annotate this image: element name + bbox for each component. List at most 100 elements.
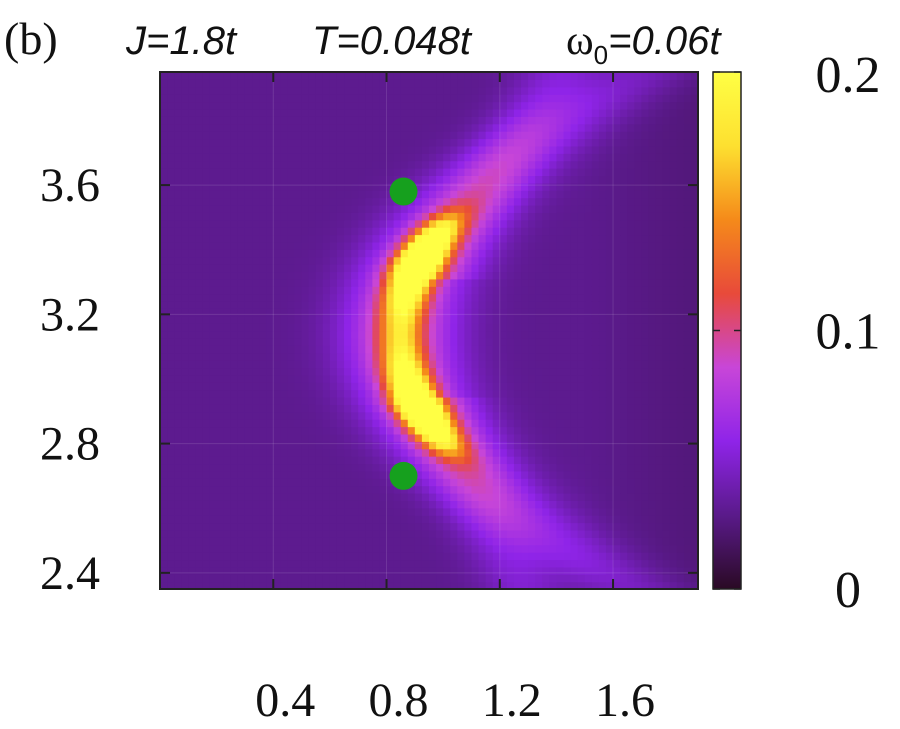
heatmap-cell	[641, 204, 650, 213]
heatmap-cell	[570, 419, 579, 428]
heatmap-cell	[641, 500, 650, 509]
heatmap-cell	[252, 264, 260, 273]
heatmap-cell	[181, 293, 189, 302]
heatmap-cell	[669, 227, 678, 236]
heatmap-cell	[188, 293, 196, 302]
heatmap-cell	[167, 441, 175, 450]
heatmap-cell	[358, 500, 366, 509]
heatmap-cell	[655, 345, 664, 354]
heatmap-cell	[351, 123, 359, 132]
heatmap-cell	[506, 566, 515, 575]
heatmap-cell	[499, 278, 508, 287]
heatmap-cell	[301, 204, 310, 213]
heatmap-cell	[421, 515, 430, 524]
heatmap-cell	[605, 360, 614, 369]
heatmap-cell	[230, 559, 239, 568]
heatmap-cell	[322, 300, 331, 309]
heatmap-cell	[160, 345, 168, 354]
heatmap-cell	[393, 574, 402, 583]
heatmap-cell	[308, 168, 317, 176]
heatmap-cell	[471, 249, 480, 258]
heatmap-cell	[492, 456, 501, 465]
heatmap-cell	[485, 293, 494, 302]
heatmap-cell	[414, 522, 423, 531]
heatmap-cell	[549, 108, 558, 117]
heatmap-cell	[167, 419, 175, 428]
heatmap-cell	[336, 448, 345, 457]
heatmap-cell	[669, 411, 678, 420]
heatmap-cell	[485, 389, 494, 398]
heatmap-cell	[252, 396, 260, 405]
heatmap-cell	[641, 463, 650, 472]
heatmap-cell	[662, 470, 671, 479]
heatmap-cell	[485, 300, 494, 309]
heatmap-cell	[542, 478, 550, 487]
heatmap-cell	[421, 382, 430, 391]
heatmap-cell	[570, 559, 579, 568]
heatmap-cell	[464, 153, 473, 162]
heatmap-cell	[244, 300, 253, 309]
heatmap-cell	[655, 426, 664, 435]
heatmap-cell	[400, 227, 409, 236]
heatmap-cell	[273, 367, 281, 376]
heatmap-cell	[662, 271, 671, 280]
heatmap-cell	[400, 116, 409, 125]
heatmap-cell	[506, 448, 515, 457]
heatmap-cell	[478, 552, 487, 561]
heatmap-cell	[613, 404, 621, 413]
heatmap-cell	[492, 522, 501, 531]
heatmap-cell	[379, 360, 388, 369]
heatmap-cell	[414, 271, 423, 280]
heatmap-cell	[443, 293, 451, 302]
heatmap-cell	[174, 131, 182, 140]
heatmap-cell	[421, 529, 430, 538]
heatmap-cell	[556, 337, 565, 346]
heatmap-cell	[160, 219, 168, 228]
heatmap-cell	[414, 323, 423, 332]
heatmap-cell	[627, 441, 635, 450]
heatmap-cell	[513, 271, 522, 280]
heatmap-cell	[549, 537, 558, 546]
heatmap-cell	[160, 315, 168, 324]
heatmap-cell	[351, 500, 359, 509]
heatmap-cell	[535, 175, 543, 184]
heatmap-cell	[308, 456, 317, 465]
heatmap-cell	[259, 323, 267, 332]
heatmap-cell	[400, 300, 409, 309]
heatmap-cell	[273, 396, 281, 405]
heatmap-cell	[521, 470, 529, 479]
heatmap-cell	[237, 308, 246, 317]
heatmap-cell	[528, 108, 536, 117]
heatmap-cell	[167, 131, 175, 140]
heatmap-cell	[627, 212, 635, 221]
heatmap-cell	[202, 286, 211, 295]
heatmap-cell	[230, 256, 239, 265]
heatmap-cell	[386, 241, 395, 250]
heatmap-cell	[683, 433, 692, 442]
heatmap-cell	[598, 515, 607, 524]
heatmap-cell	[450, 337, 458, 346]
heatmap-cell	[244, 492, 253, 501]
heatmap-cell	[167, 456, 175, 465]
heatmap-cell	[513, 485, 522, 494]
heatmap-cell	[563, 256, 572, 265]
heatmap-cell	[160, 116, 168, 125]
heatmap-cell	[634, 271, 642, 280]
heatmap-cell	[358, 396, 366, 405]
heatmap-cell	[294, 330, 303, 339]
heatmap-cell	[450, 345, 458, 354]
heatmap-cell	[443, 382, 451, 391]
heatmap-cell	[535, 204, 543, 213]
heatmap-cell	[244, 433, 253, 442]
heatmap-cell	[414, 463, 423, 472]
heatmap-cell	[167, 382, 175, 391]
heatmap-cell	[273, 241, 281, 250]
heatmap-cell	[584, 552, 593, 561]
heatmap-cell	[620, 559, 628, 568]
heatmap-cell	[301, 352, 310, 361]
heatmap-cell	[188, 411, 196, 420]
heatmap-cell	[655, 507, 664, 516]
heatmap-cell	[443, 478, 451, 487]
heatmap-cell	[528, 190, 536, 199]
heatmap-cell	[464, 330, 473, 339]
